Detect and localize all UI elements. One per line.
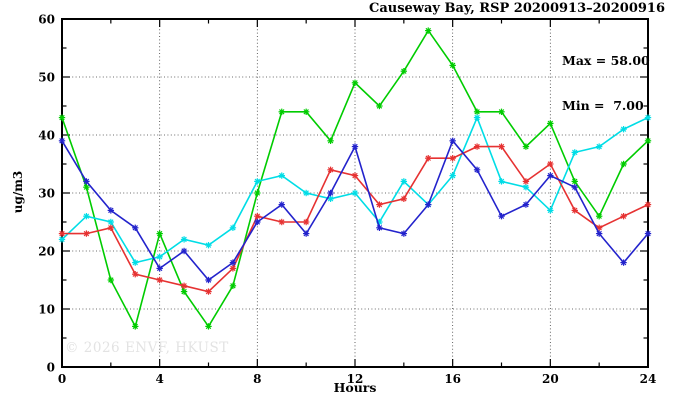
min-label: Min = 7.00 xyxy=(562,98,644,113)
y-axis-label: ug/m3 xyxy=(11,170,25,214)
green-series-markers xyxy=(58,27,652,330)
x-tick-label: 8 xyxy=(253,372,261,386)
blue-series xyxy=(58,137,652,284)
watermark: © 2026 ENVF, HKUST xyxy=(65,340,229,356)
red-series-markers xyxy=(58,143,652,295)
x-tick-label: 12 xyxy=(347,372,364,386)
red-series xyxy=(58,143,652,295)
x-axis-label: Hours xyxy=(333,380,377,395)
tick-labels: 0 10 20 30 40 50 60 0 4 8 12 16 20 24 xyxy=(38,13,656,387)
y-tick-label: 40 xyxy=(38,129,55,143)
plot-frame xyxy=(61,18,649,368)
green-series xyxy=(58,27,652,330)
blue-series-markers xyxy=(58,137,652,284)
x-tick-label: 24 xyxy=(640,372,657,386)
chart-title: Causeway Bay, RSP 20200913–20200916 xyxy=(369,1,665,16)
x-tick-label: 20 xyxy=(542,372,559,386)
y-tick-label: 20 xyxy=(38,245,55,259)
y-tick-label: 60 xyxy=(38,13,55,27)
x-tick-label: 0 xyxy=(58,372,66,386)
y-tick-label: 30 xyxy=(38,187,55,201)
max-min-annotation: Max = 58.00 Min = 7.00 xyxy=(562,23,650,143)
x-tick-label: 4 xyxy=(155,372,163,386)
x-tick-label: 16 xyxy=(444,372,461,386)
y-tick-label: 10 xyxy=(38,303,55,317)
max-label: Max = 58.00 xyxy=(562,53,650,68)
y-tick-label: 50 xyxy=(38,71,55,85)
y-tick-label: 0 xyxy=(47,361,55,375)
